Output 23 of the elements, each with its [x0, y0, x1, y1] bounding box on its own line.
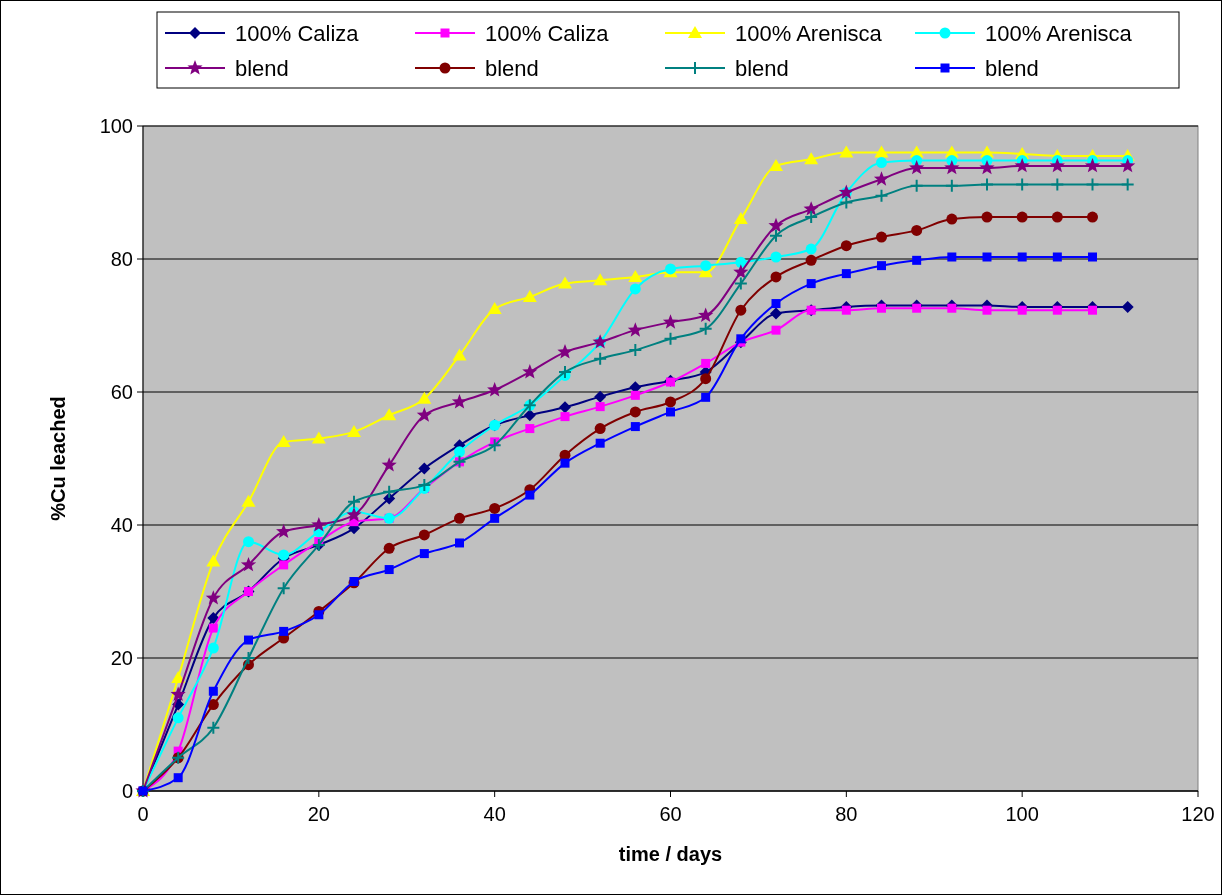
y-tick-label: 20 [110, 647, 133, 669]
x-tick-label: 60 [659, 803, 682, 825]
x-tick-label: 100 [1005, 803, 1039, 825]
legend-label: 100% Caliza [235, 20, 360, 46]
x-tick-label: 0 [137, 803, 149, 825]
x-tick-label: 120 [1181, 803, 1215, 825]
y-tick-label: 0 [121, 780, 133, 802]
legend-label: 100% Arenisca [735, 20, 883, 46]
y-tick-label: 40 [110, 514, 133, 536]
legend-label: 100% Caliza [485, 20, 610, 46]
y-axis-title: %Cu leached [47, 396, 69, 521]
y-tick-label: 80 [110, 248, 133, 270]
legend-label: blend [235, 55, 289, 81]
legend-label: blend [735, 55, 789, 81]
x-tick-label: 40 [483, 803, 506, 825]
x-tick-label: 20 [307, 803, 330, 825]
y-tick-label: 100 [99, 115, 133, 137]
legend-label: blend [985, 55, 1039, 81]
x-tick-label: 80 [835, 803, 858, 825]
x-axis-title: time / days [618, 843, 723, 865]
legend-label: blend [485, 55, 539, 81]
legend-label: 100% Arenisca [985, 20, 1133, 46]
y-tick-label: 60 [110, 381, 133, 403]
